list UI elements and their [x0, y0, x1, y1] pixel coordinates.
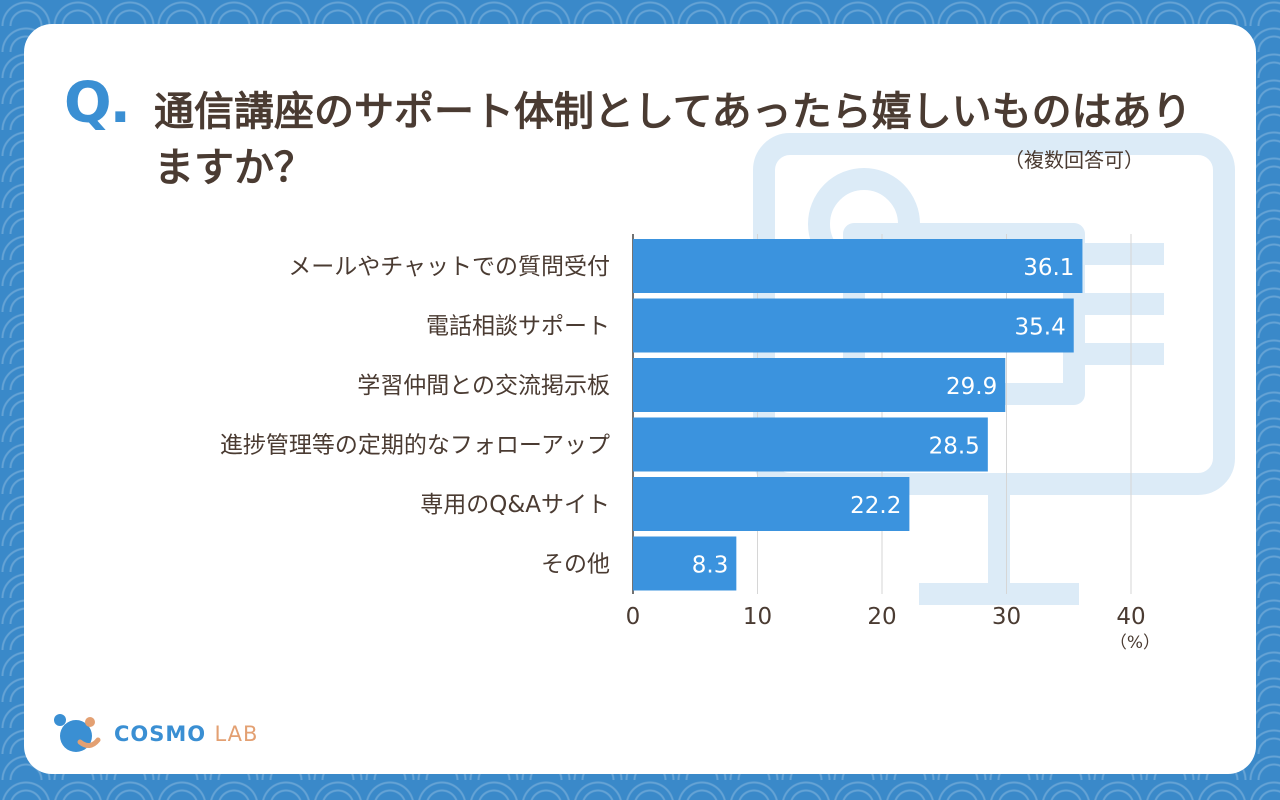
- bar-chart: メールやチャットでの質問受付 36.1 電話相談サポート 35.4 学習仲間との交流掲示…: [220, 234, 1160, 653]
- bar: [633, 358, 1006, 412]
- tick-label: 40: [1116, 604, 1145, 630]
- logo-mark-icon: [54, 714, 101, 752]
- category-label: 専用のQ&Aサイト: [420, 492, 610, 518]
- bar: [633, 417, 988, 472]
- bar: [633, 536, 737, 591]
- tick-label: 0: [626, 604, 641, 630]
- category-label: 学習仲間との交流掲示板: [357, 373, 610, 399]
- bar: [633, 298, 1074, 353]
- cosmo-lab-logo: COSMO LAB: [50, 712, 258, 756]
- question-mark-label: Q.: [64, 71, 131, 136]
- category-label: 進捗管理等の定期的なフォローアップ: [220, 433, 610, 459]
- logo-text-cosmo: COSMO: [114, 722, 207, 746]
- value-label: 28.5: [929, 434, 980, 460]
- bar: [633, 239, 1083, 293]
- logo-text: COSMO LAB: [114, 722, 258, 746]
- logo-text-lab: LAB: [214, 722, 259, 746]
- value-label: 8.3: [692, 553, 729, 579]
- card: Q. 通信講座のサポート体制としてあったら嬉しいものはありますか？ （複数回答可…: [24, 24, 1256, 774]
- value-label: 29.9: [946, 374, 997, 400]
- value-label: 36.1: [1023, 255, 1074, 281]
- category-label: メールやチャットでの質問受付: [288, 254, 610, 280]
- unit-label: （%）: [1110, 633, 1160, 653]
- value-label: 35.4: [1015, 315, 1066, 341]
- bar: [633, 477, 910, 531]
- value-label: 22.2: [850, 493, 901, 519]
- category-label: その他: [541, 552, 610, 578]
- tick-label: 10: [743, 604, 772, 630]
- question-title: 通信講座のサポート体制としてあったら嬉しいものはありますか？: [154, 89, 1192, 191]
- tick-label: 30: [992, 604, 1021, 630]
- multiple-answer-note: （複数回答可）: [1004, 148, 1144, 172]
- tick-label: 20: [867, 604, 896, 630]
- category-label: 電話相談サポート: [426, 314, 610, 340]
